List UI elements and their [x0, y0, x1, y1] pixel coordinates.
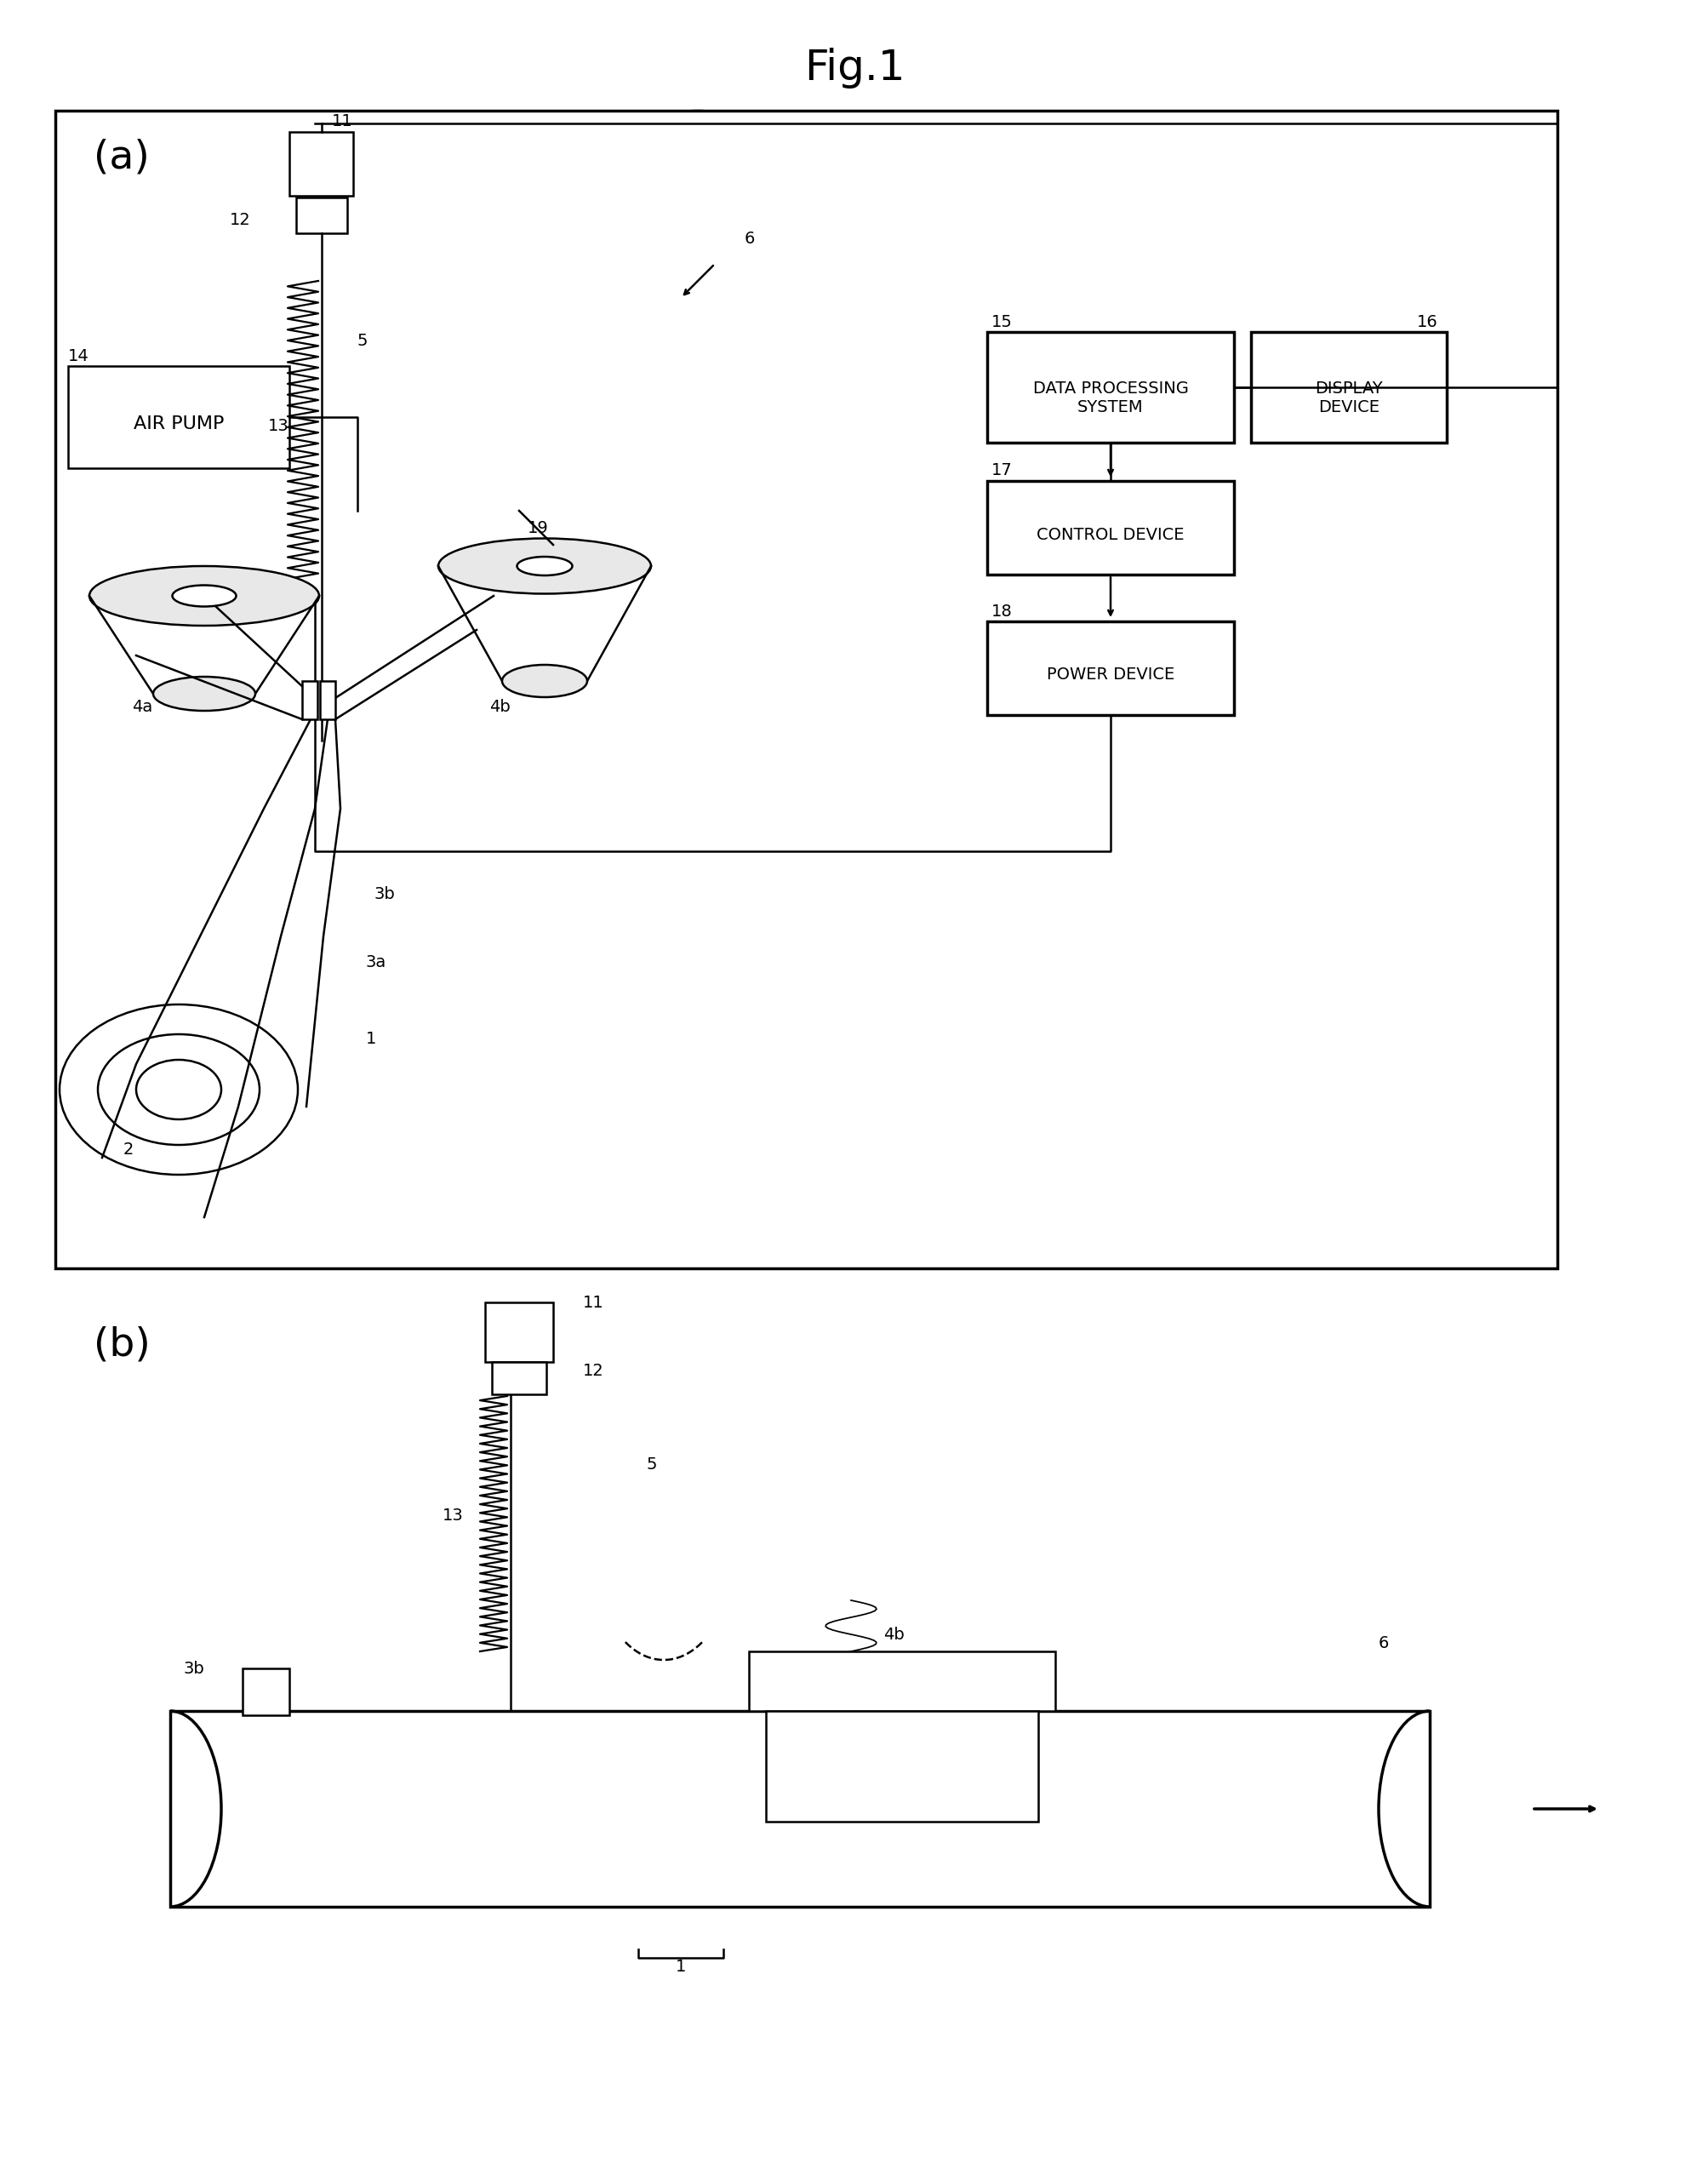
- Bar: [295, 198, 347, 233]
- Text: DISPLAY
DEVICE: DISPLAY DEVICE: [1315, 381, 1382, 416]
- Ellipse shape: [518, 556, 572, 576]
- Bar: [243, 1668, 289, 1716]
- Text: (a): (a): [94, 137, 150, 177]
- Text: Fig.1: Fig.1: [803, 48, 905, 89]
- Bar: [765, 1711, 1038, 1822]
- Ellipse shape: [502, 665, 588, 698]
- Text: 3a: 3a: [366, 955, 386, 970]
- Text: 4a: 4a: [132, 698, 152, 715]
- Text: CONTROL DEVICE: CONTROL DEVICE: [1037, 528, 1184, 543]
- Text: 18: 18: [991, 604, 1013, 619]
- Ellipse shape: [154, 676, 254, 711]
- Text: 6: 6: [745, 231, 755, 246]
- Text: POWER DEVICE: POWER DEVICE: [1045, 667, 1173, 682]
- Bar: [987, 482, 1233, 576]
- Bar: [289, 133, 354, 196]
- Text: 5: 5: [357, 331, 367, 349]
- Text: 2: 2: [123, 1140, 133, 1158]
- Text: 19: 19: [528, 519, 548, 536]
- Text: AIR PUMP: AIR PUMP: [133, 416, 224, 432]
- Bar: [748, 1652, 1056, 1711]
- Text: 16: 16: [1416, 314, 1438, 329]
- Text: 5: 5: [646, 1456, 658, 1472]
- Text: 4b: 4b: [883, 1626, 904, 1642]
- Text: 15: 15: [991, 314, 1013, 329]
- Text: 17: 17: [991, 462, 1013, 480]
- Ellipse shape: [173, 584, 236, 606]
- Bar: [987, 621, 1233, 715]
- Text: 13: 13: [442, 1506, 463, 1524]
- Ellipse shape: [519, 111, 876, 604]
- Text: DATA PROCESSING
SYSTEM: DATA PROCESSING SYSTEM: [1032, 381, 1187, 416]
- Ellipse shape: [89, 567, 319, 626]
- Text: 14: 14: [68, 349, 89, 364]
- Bar: [1250, 331, 1447, 443]
- Bar: [485, 1301, 553, 1362]
- Ellipse shape: [437, 538, 651, 593]
- Text: 3b: 3b: [183, 1661, 205, 1676]
- Text: 11: 11: [331, 113, 354, 129]
- Bar: [302, 680, 318, 719]
- Text: 13: 13: [268, 419, 289, 434]
- Bar: [68, 366, 289, 469]
- Bar: [171, 1711, 1430, 1908]
- Text: 12: 12: [582, 1362, 603, 1378]
- Bar: [55, 111, 1556, 1269]
- Text: (b): (b): [94, 1325, 150, 1365]
- Bar: [492, 1362, 547, 1395]
- Bar: [987, 331, 1233, 443]
- Text: 6: 6: [1378, 1635, 1389, 1650]
- Bar: [319, 680, 335, 719]
- Text: 11: 11: [582, 1295, 603, 1310]
- Text: 1: 1: [675, 1958, 685, 1975]
- Text: 1: 1: [366, 1031, 376, 1046]
- Text: 3b: 3b: [374, 885, 395, 903]
- Text: 4b: 4b: [488, 698, 511, 715]
- Text: 12: 12: [231, 211, 251, 227]
